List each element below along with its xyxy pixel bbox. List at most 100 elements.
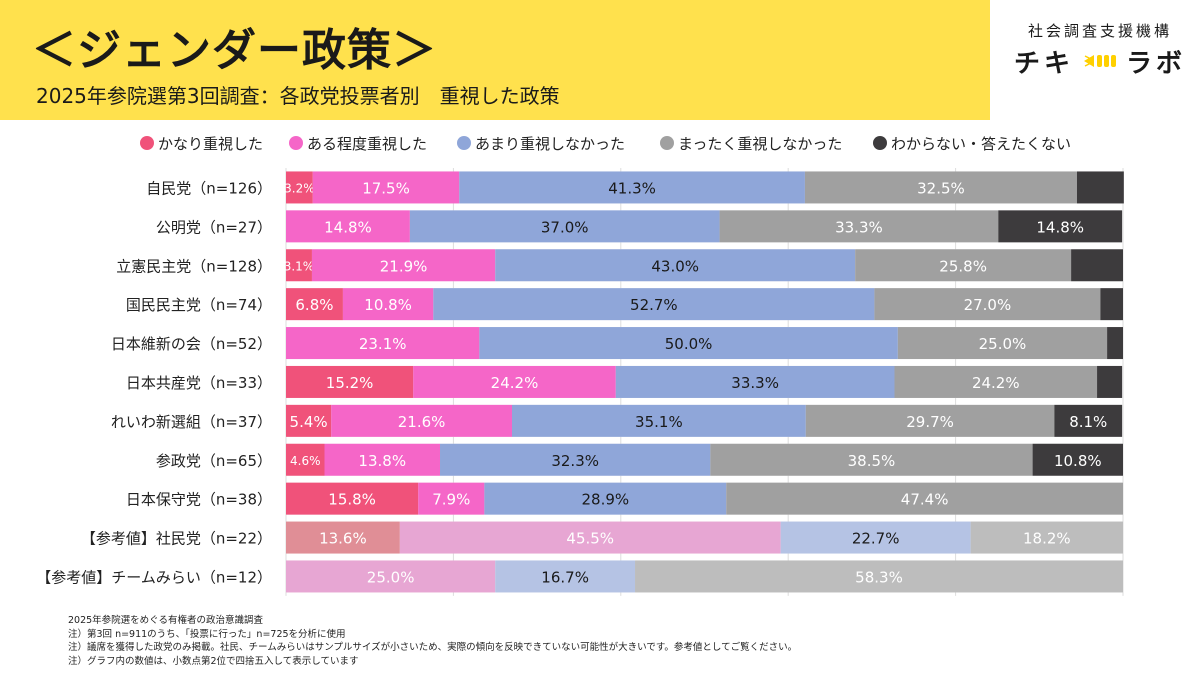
bar-segment [286, 171, 313, 204]
bar-segment [286, 365, 414, 398]
bar-segment [418, 482, 485, 515]
category-label: 【参考値】チームみらい（n=12） [36, 568, 272, 586]
data-label: 10.8% [364, 296, 412, 314]
bar-segment [970, 521, 1123, 554]
data-label: 25.0% [367, 568, 415, 586]
data-label: 15.8% [328, 491, 376, 509]
data-label: 14.8% [324, 218, 372, 236]
data-label: 4.6% [290, 454, 321, 468]
data-label: 32.5% [917, 179, 965, 197]
data-label: 8.1% [1069, 413, 1107, 431]
org-logo: チキ ラボ [1010, 44, 1190, 79]
data-label: 25.8% [939, 257, 987, 275]
bar-segment [324, 443, 441, 476]
data-label: 14.8% [1036, 218, 1084, 236]
data-label: 45.5% [566, 530, 614, 548]
category-label: 参政党（n=65） [156, 452, 272, 470]
category-label: 日本維新の会（n=52） [111, 335, 272, 353]
legend-label: かなり重視した [158, 135, 263, 153]
org-name: 社会調査支援機構 [1027, 22, 1172, 40]
bar-segment [409, 210, 720, 243]
category-label: 立憲民主党（n=128） [116, 257, 272, 275]
data-label: 3.1% [284, 259, 315, 273]
data-label: 27.0% [964, 296, 1012, 314]
bar-segment [998, 210, 1123, 243]
footnotes: 2025年参院選をめぐる有権者の政治意識調査 注）第3回 n=911のうち、「投… [68, 614, 797, 668]
data-label: 13.6% [319, 530, 367, 548]
bar-segment [1076, 171, 1124, 204]
bar-segment [286, 327, 480, 360]
bar-segment [413, 365, 616, 398]
legend-marker [140, 136, 154, 150]
logo-text-right: ラボ [1126, 48, 1187, 79]
data-label: 47.4% [901, 491, 949, 509]
data-label: 15.2% [326, 374, 374, 392]
data-label: 58.3% [855, 568, 903, 586]
legend-label: ある程度重視した [307, 135, 427, 153]
bar-segment [286, 210, 410, 243]
data-label: 41.3% [608, 179, 656, 197]
bar-segment [331, 404, 512, 437]
bar-segment [433, 288, 875, 321]
bar-segment [342, 288, 434, 321]
legend-label: まったく重視しなかった [678, 135, 842, 153]
data-label: 21.6% [398, 413, 446, 431]
page-subtitle: 2025年参院選第3回調査：各政党投票者別 重視した政策 [36, 84, 560, 108]
data-label: 23.1% [359, 335, 407, 353]
bar-segment [286, 443, 325, 476]
bar-segment [459, 171, 805, 204]
bar-segment [615, 365, 895, 398]
bar-segment [495, 560, 636, 593]
bar-segment [286, 288, 343, 321]
data-label: 52.7% [630, 296, 678, 314]
bar-segment [719, 210, 999, 243]
bar-segment [855, 249, 1072, 282]
data-label: 7.9% [432, 491, 470, 509]
legend-label: あまり重視しなかった [475, 135, 625, 153]
bar-segment [440, 443, 711, 476]
data-label: 32.3% [551, 452, 599, 470]
bar-segment [399, 521, 781, 554]
footnote-source: 2025年参院選をめぐる有権者の政治意識調査 [68, 615, 263, 626]
bar-segment [1097, 365, 1123, 398]
bar-segment [511, 404, 806, 437]
page-title: ＜ジェンダー政策＞ [32, 25, 437, 76]
bar-segment [804, 171, 1077, 204]
data-label: 3.2% [284, 181, 315, 195]
footnote-reference: 注）議席を獲得した政党のみ掲載。社民、チームみらいはサンプルサイズが小さいため、… [68, 642, 798, 653]
data-label: 22.7% [852, 530, 900, 548]
bar-segment [311, 249, 496, 282]
category-label: 公明党（n=27） [156, 218, 272, 236]
bar-segment [286, 482, 419, 515]
legend-marker [457, 136, 471, 150]
data-label: 24.2% [972, 374, 1020, 392]
data-label: 6.8% [295, 296, 333, 314]
legend-marker [660, 136, 674, 150]
bar-segment [495, 249, 856, 282]
data-label: 33.3% [835, 218, 883, 236]
data-label: 37.0% [541, 218, 589, 236]
data-label: 28.9% [581, 491, 629, 509]
bar-segment [286, 560, 496, 593]
category-label: 日本保守党（n=38） [126, 491, 272, 509]
bar-segment [286, 521, 400, 554]
bar-segment [479, 327, 898, 360]
data-label: 18.2% [1023, 530, 1071, 548]
data-label: 33.3% [731, 374, 779, 392]
header-band [0, 0, 990, 120]
bar-segment [874, 288, 1101, 321]
legend-marker [873, 136, 887, 150]
data-label: 10.8% [1054, 452, 1102, 470]
bar-segment [710, 443, 1033, 476]
stacked-bar-chart: かなり重視した ある程度重視した あまり重視しなかった まったく重視しなかった わからな… [36, 135, 1124, 596]
bar-segment [484, 482, 727, 515]
data-label: 16.7% [541, 568, 589, 586]
bar-segment [1054, 404, 1123, 437]
footnote-sample: 注）第3回 n=911のうち、「投票に行った」n=725を分析に使用 [68, 628, 346, 640]
category-label: 自民党（n=126） [146, 179, 272, 197]
footnote-rounding: 注）グラフ内の数値は、小数点第2位で四捨五入して表示しています [68, 655, 359, 667]
legend-marker [289, 136, 303, 150]
data-label: 38.5% [848, 452, 896, 470]
logo-text-left: チキ [1013, 48, 1074, 79]
bar-segment [726, 482, 1123, 515]
